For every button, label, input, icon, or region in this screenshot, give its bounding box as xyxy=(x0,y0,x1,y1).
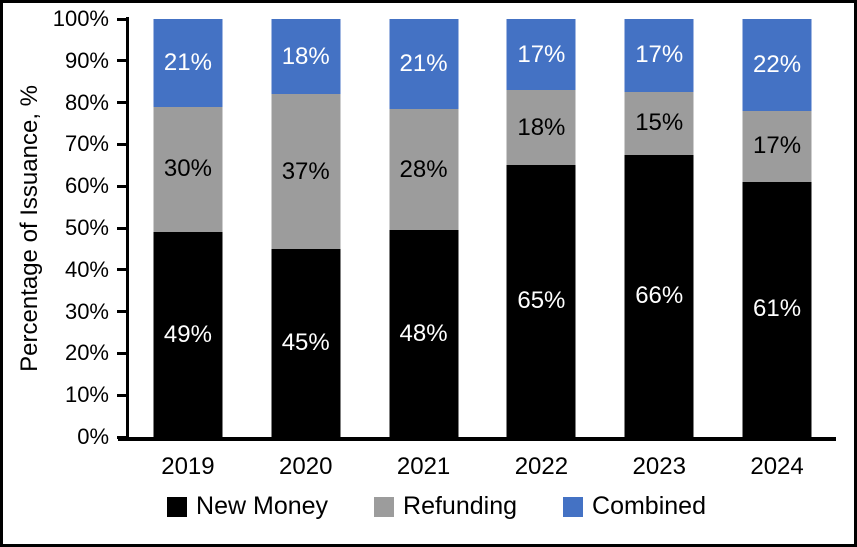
x-category-label-2023: 2023 xyxy=(632,453,686,480)
bar-segment-combined: 17% xyxy=(506,19,576,91)
x-category-label-2022: 2022 xyxy=(514,453,569,480)
y-tick-mark xyxy=(117,142,126,146)
y-tick-mark xyxy=(117,435,126,439)
segment-value-label: 15% xyxy=(635,109,684,137)
legend-item-new-money: New Money xyxy=(167,492,328,521)
legend-item-refunding: Refunding xyxy=(374,492,517,521)
bar-segment-refunding: 28% xyxy=(389,109,459,231)
segment-value-label: 49% xyxy=(163,320,212,348)
bar-column-2021: 21% 28% 48% xyxy=(365,19,483,437)
bar-segment-combined: 22% xyxy=(742,19,812,111)
y-tick-mark xyxy=(117,59,126,63)
segment-value-label: 45% xyxy=(281,328,330,356)
segment-value-label: 48% xyxy=(399,319,448,347)
x-axis-category-labels: 2019 2020 2021 2022 2023 2024 xyxy=(129,453,836,481)
segment-value-label: 21% xyxy=(163,48,212,76)
legend-label: Refunding xyxy=(403,492,518,520)
legend-label: Combined xyxy=(592,492,706,520)
bar-column-2022: 17% 18% 65% xyxy=(482,19,600,437)
bar-segment-new-money: 66% xyxy=(624,155,694,437)
plot-area: 21% 30% 49% 18% 37% 45% 21% 28% 48% 17% 18% 65% 17% 1… xyxy=(129,19,836,437)
legend-item-combined: Combined xyxy=(563,492,706,521)
bar-segment-new-money: 49% xyxy=(153,232,223,437)
bar-column-2019: 21% 30% 49% xyxy=(129,19,247,437)
bar-segment-combined: 17% xyxy=(624,19,694,92)
segment-value-label: 28% xyxy=(399,155,448,183)
y-tick-label: 70% xyxy=(64,131,109,157)
bar-column-2024: 22% 17% 61% xyxy=(718,19,836,437)
y-tick-mark xyxy=(117,17,126,21)
x-category-label-2020: 2020 xyxy=(279,453,333,480)
segment-value-label: 21% xyxy=(399,50,448,78)
bar-segment-refunding: 18% xyxy=(506,90,576,166)
legend-swatch-icon xyxy=(563,496,584,517)
y-tick-label: 10% xyxy=(64,382,109,408)
y-tick-label: 60% xyxy=(64,173,109,199)
legend-label: New Money xyxy=(196,492,329,520)
segment-value-label: 37% xyxy=(281,157,330,185)
y-tick-label: 0% xyxy=(77,424,109,449)
segment-value-label: 22% xyxy=(753,50,802,78)
stacked-bar-2023: 17% 15% 66% xyxy=(624,19,694,437)
x-category-label-2021: 2021 xyxy=(396,453,451,480)
bar-segment-refunding: 30% xyxy=(153,106,223,233)
segment-value-label: 30% xyxy=(163,155,212,183)
segment-value-label: 18% xyxy=(281,42,330,70)
y-tick-label: 30% xyxy=(64,298,109,324)
y-tick-label: 50% xyxy=(64,215,109,240)
y-tick-mark xyxy=(117,351,126,355)
y-axis-line xyxy=(126,17,129,441)
stacked-bar-2019: 21% 30% 49% xyxy=(153,19,223,437)
y-tick-mark xyxy=(117,393,126,397)
bar-segment-refunding: 15% xyxy=(624,91,694,156)
x-axis-line xyxy=(118,437,836,441)
stacked-bar-2022: 17% 18% 65% xyxy=(506,19,576,437)
x-category-label-2024: 2024 xyxy=(750,453,804,480)
segment-value-label: 61% xyxy=(753,295,802,323)
bar-column-2020: 18% 37% 45% xyxy=(247,19,365,437)
segment-value-label: 17% xyxy=(753,132,802,160)
bar-segment-combined: 21% xyxy=(389,19,459,110)
bar-segment-new-money: 45% xyxy=(271,248,341,437)
stacked-bar-2021: 21% 28% 48% xyxy=(389,19,459,437)
y-tick-label: 90% xyxy=(64,47,109,73)
y-tick-label: 100% xyxy=(52,6,109,31)
bar-segment-combined: 18% xyxy=(271,19,341,95)
stacked-bar-2024: 22% 17% 61% xyxy=(742,19,812,437)
x-category-label-2019: 2019 xyxy=(161,453,215,480)
bar-segment-combined: 21% xyxy=(153,19,223,107)
y-tick-mark xyxy=(117,226,126,230)
legend: New Money Refunding Combined xyxy=(11,492,854,521)
bar-column-2023: 17% 15% 66% xyxy=(600,19,718,437)
segment-value-label: 17% xyxy=(517,40,566,68)
segment-value-label: 65% xyxy=(517,287,566,315)
legend-swatch-icon xyxy=(374,496,395,517)
bar-segment-refunding: 17% xyxy=(742,110,812,182)
bar-segment-new-money: 48% xyxy=(389,230,459,437)
y-tick-label: 20% xyxy=(64,340,109,366)
bar-segment-new-money: 65% xyxy=(506,165,576,437)
y-tick-mark xyxy=(117,184,126,188)
y-tick-label: 40% xyxy=(64,256,109,282)
y-tick-mark xyxy=(117,268,126,272)
stacked-bar-2020: 18% 37% 45% xyxy=(271,19,341,437)
bar-segment-refunding: 37% xyxy=(271,94,341,249)
segment-value-label: 17% xyxy=(635,41,684,69)
segment-value-label: 66% xyxy=(635,282,684,310)
y-tick-label: 80% xyxy=(64,89,109,115)
legend-swatch-icon xyxy=(167,496,188,517)
y-tick-mark xyxy=(117,101,126,105)
segment-value-label: 18% xyxy=(517,113,566,141)
bar-segment-new-money: 61% xyxy=(742,182,812,437)
y-tick-mark xyxy=(117,310,126,314)
